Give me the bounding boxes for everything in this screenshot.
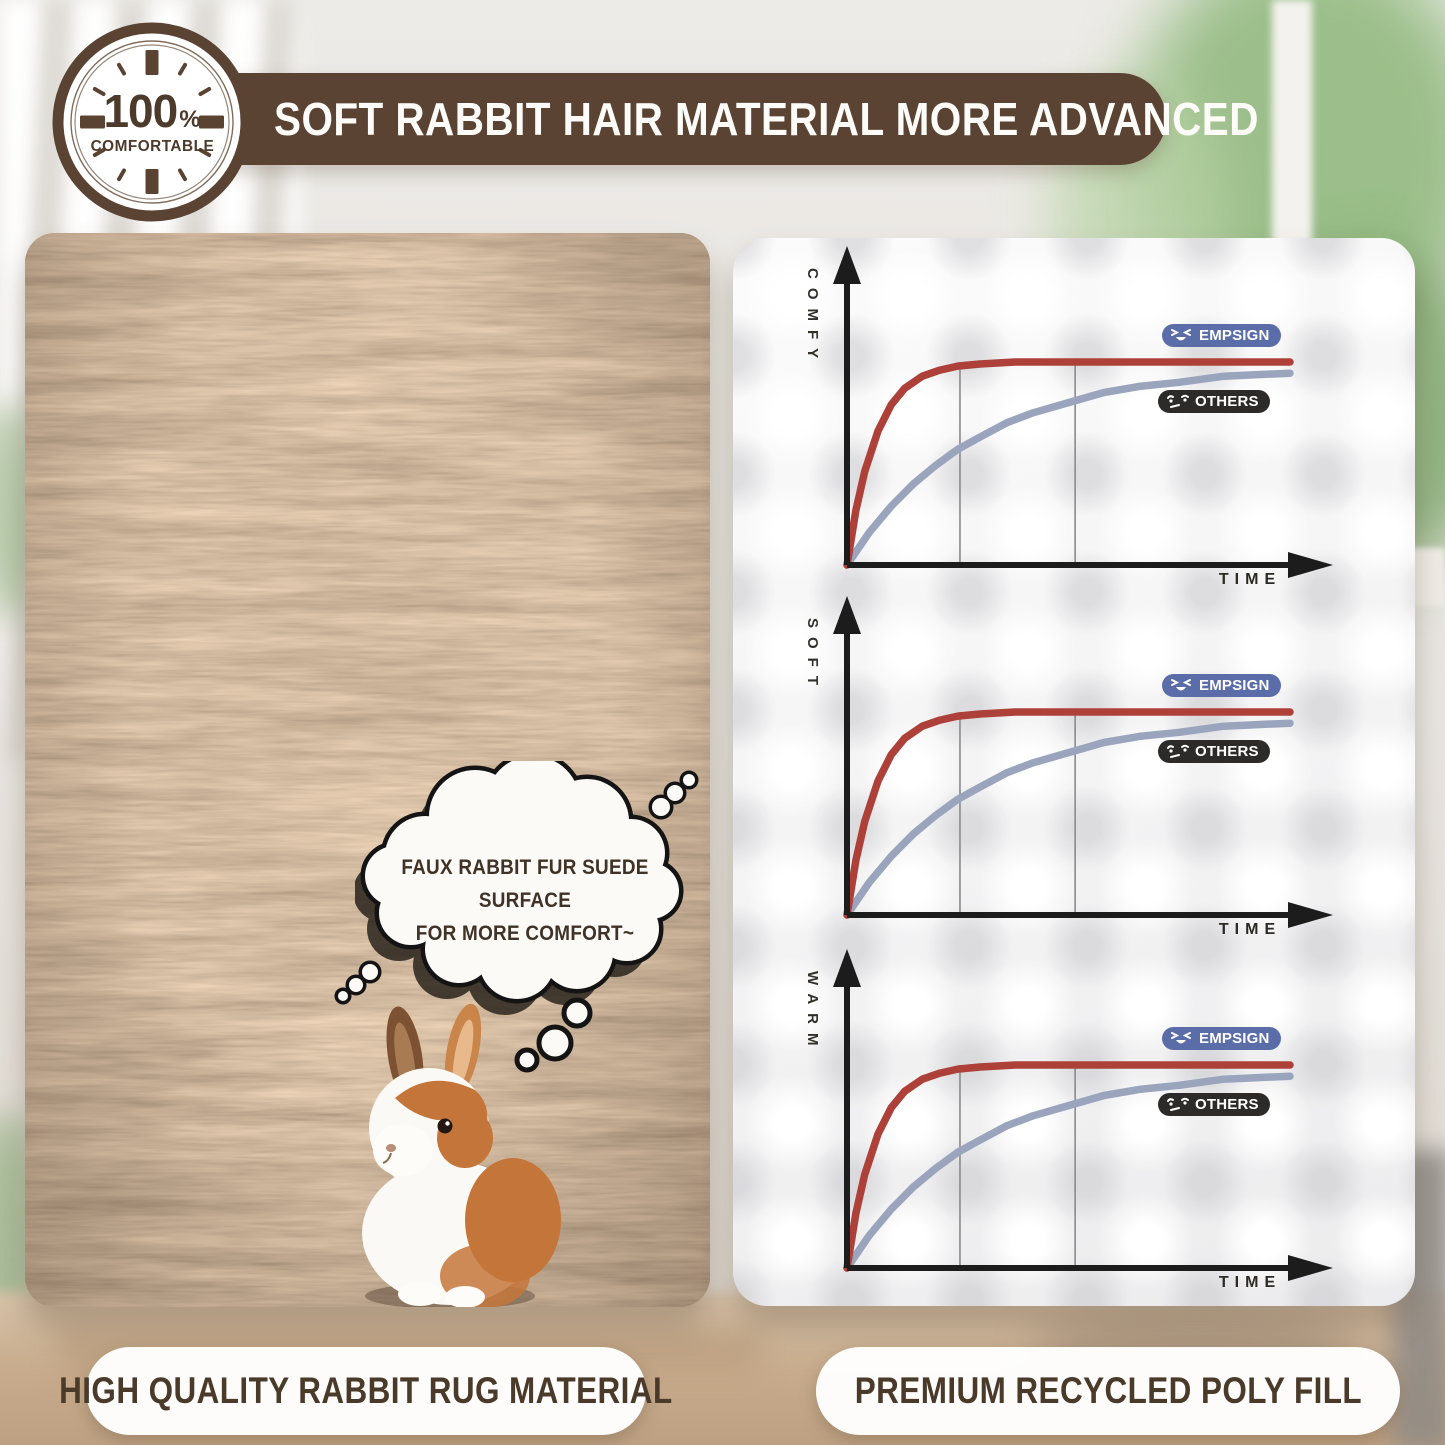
- legend-others-label: OTHERS: [1195, 393, 1259, 410]
- right-caption-text: PREMIUM RECYCLED POLY FILL: [854, 1370, 1362, 1411]
- y-axis-arrow: [833, 949, 861, 987]
- rug-photo-panel: FAUX RABBIT FUR SUEDE SURFACE FOR MORE C…: [25, 233, 710, 1307]
- legend-others-label: OTHERS: [1195, 743, 1259, 760]
- puff-icon: [648, 770, 699, 820]
- laughing-face-icon: [1171, 1032, 1191, 1044]
- badge-percent-value: 100: [103, 85, 178, 137]
- x-axis-label: TIME: [1218, 921, 1282, 938]
- bubble-line-1: FAUX RABBIT FUR SUEDE SURFACE: [401, 855, 649, 912]
- x-axis-label: TIME: [1218, 571, 1282, 588]
- line-chart: [833, 949, 1333, 1281]
- badge-percent-sign: %: [179, 106, 201, 133]
- legend-empsign-label: EMPSIGN: [1199, 1030, 1270, 1047]
- line-chart: [833, 596, 1333, 928]
- badge-label: COMFORTABLE: [90, 138, 214, 155]
- x-axis-label: TIME: [1218, 1274, 1282, 1291]
- window-frame: [1272, 0, 1312, 245]
- legend-others: OTHERS: [1158, 1093, 1270, 1116]
- left-caption-text: HIGH QUALITY RABBIT RUG MATERIAL: [59, 1370, 673, 1411]
- left-caption-pill: HIGH QUALITY RABBIT RUG MATERIAL: [59, 1347, 672, 1435]
- rabbit-photo: [362, 1003, 561, 1307]
- skeptical-face-icon: [1167, 394, 1189, 408]
- legend-empsign: EMPSIGN: [1162, 1027, 1281, 1050]
- charts-panel: COMFY TIME EMPSIGN: [733, 238, 1415, 1306]
- badge-percent: 100 %: [103, 88, 200, 134]
- title-banner: SOFT RABBIT HAIR MATERIAL MORE ADVANCED: [218, 73, 1258, 165]
- comfortable-badge: 100 % COMFORTABLE: [50, 20, 254, 224]
- legend-others-label: OTHERS: [1195, 1096, 1259, 1113]
- skeptical-face-icon: [1167, 744, 1189, 758]
- banner-title: SOFT RABBIT HAIR MATERIAL MORE ADVANCED: [274, 93, 1259, 145]
- puff-icon: [334, 960, 382, 1005]
- laughing-face-icon: [1171, 679, 1191, 691]
- y-axis-label: WARM: [804, 971, 821, 1055]
- badge-text: 100 % COMFORTABLE: [50, 20, 254, 224]
- thought-trail-icon: [514, 997, 593, 1073]
- thought-bubble: [355, 761, 684, 1015]
- bubble-line-2: FOR MORE COMFORT~: [415, 921, 635, 945]
- laughing-face-icon: [1171, 329, 1191, 341]
- legend-others: OTHERS: [1158, 740, 1270, 763]
- y-axis-label: COMFY: [804, 268, 821, 368]
- skeptical-face-icon: [1167, 1097, 1189, 1111]
- chart-comfy: COMFY TIME EMPSIGN: [790, 240, 1370, 605]
- y-axis-arrow: [833, 596, 861, 634]
- right-caption-pill: PREMIUM RECYCLED POLY FILL: [816, 1347, 1400, 1435]
- thought-bubble-text: FAUX RABBIT FUR SUEDE SURFACE FOR MORE C…: [384, 851, 666, 950]
- x-axis-arrow: [1288, 902, 1333, 928]
- y-axis-label: SOFT: [804, 618, 821, 694]
- legend-empsign: EMPSIGN: [1162, 324, 1281, 347]
- line-chart: [833, 246, 1333, 578]
- legend-empsign-label: EMPSIGN: [1199, 327, 1270, 344]
- chart-warm: WARM TIME EMPSIGN: [790, 943, 1370, 1306]
- y-axis-arrow: [833, 246, 861, 284]
- x-axis-arrow: [1288, 1255, 1333, 1281]
- legend-empsign: EMPSIGN: [1162, 674, 1281, 697]
- chart-soft: SOFT TIME EMPSIGN: [790, 590, 1370, 955]
- legend-empsign-label: EMPSIGN: [1199, 677, 1270, 694]
- legend-others: OTHERS: [1158, 390, 1270, 413]
